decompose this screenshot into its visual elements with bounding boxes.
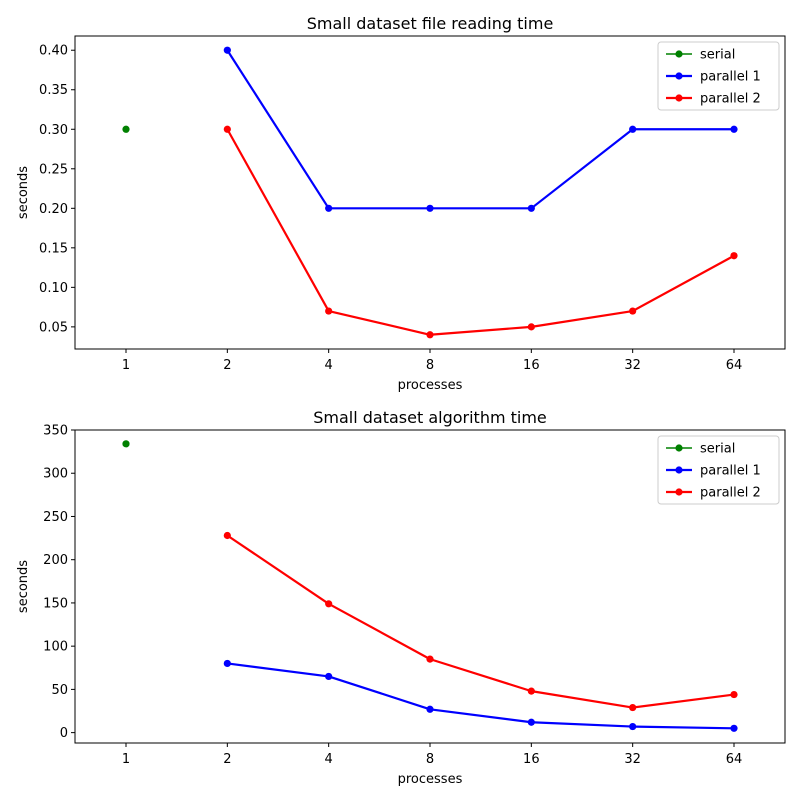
legend: serial parallel 1 parallel 2 — [657, 41, 780, 111]
data-point — [223, 125, 231, 133]
legend-label: parallel 1 — [700, 464, 761, 479]
data-point — [325, 307, 333, 315]
data-point — [629, 722, 637, 731]
data-point — [629, 703, 637, 712]
chart-1: Small dataset file reading time 1 2 4 8 16 32 6… — [16, 14, 786, 393]
y-tick-label: 0.40 — [39, 44, 68, 59]
x-tick-label: 8 — [426, 358, 434, 373]
data-point — [325, 600, 333, 608]
data-point — [730, 724, 738, 732]
y-tick-label: 0.30 — [39, 123, 68, 138]
data-point — [426, 655, 434, 663]
legend-label: parallel 1 — [700, 70, 761, 85]
y-tick-label: 50 — [51, 683, 68, 698]
y-tick-label: 200 — [43, 553, 68, 568]
data-point — [223, 531, 231, 540]
legend-label: parallel 2 — [700, 92, 761, 107]
series-line — [226, 534, 735, 709]
y-tick-label: 150 — [43, 596, 68, 611]
data-point — [325, 672, 333, 681]
data-point — [629, 307, 637, 315]
x-tick-label: 64 — [726, 358, 743, 373]
x-tick-label: 1 — [122, 752, 130, 767]
y-tick-label: 250 — [43, 510, 68, 525]
data-point — [629, 125, 637, 133]
data-point — [122, 125, 130, 133]
y-tick-label: 0.20 — [39, 202, 68, 217]
y-axis-label: seconds — [16, 560, 31, 613]
y-axis-label: seconds — [16, 166, 31, 219]
x-tick-label: 32 — [624, 752, 641, 767]
data-point — [730, 252, 738, 260]
x-axis-label: processes — [398, 378, 463, 393]
legend-swatch-marker — [675, 466, 683, 474]
y-tick-label: 0.10 — [39, 281, 68, 296]
chart-2: Small dataset algorithm time 1 2 4 8 16 32 64 0 5… — [16, 408, 786, 787]
x-axis-label: processes — [398, 772, 463, 787]
data-point — [426, 331, 434, 339]
data-point — [527, 323, 535, 331]
series-parallel-2 — [223, 531, 738, 712]
series-serial — [122, 440, 130, 448]
data-point — [223, 46, 231, 54]
x-tick-label: 64 — [726, 752, 743, 767]
legend-box — [657, 435, 780, 505]
series-parallel-1 — [223, 659, 738, 732]
data-point — [223, 659, 231, 668]
data-point — [730, 690, 738, 699]
data-point — [527, 204, 535, 212]
x-tick-label: 2 — [223, 358, 231, 373]
data-point — [122, 440, 130, 448]
x-tick-label: 1 — [122, 358, 130, 373]
data-point — [325, 204, 333, 212]
y-tick-label: 0.25 — [39, 162, 68, 177]
x-tick-label: 2 — [223, 752, 231, 767]
x-tick-label: 4 — [325, 358, 333, 373]
legend-label: serial — [700, 442, 735, 457]
data-point — [426, 705, 434, 713]
series-line — [226, 49, 734, 210]
legend-swatch-marker — [675, 488, 683, 496]
series-parallel-1 — [223, 46, 738, 212]
y-tick-label: 0.35 — [39, 83, 68, 98]
chart-title: Small dataset algorithm time — [313, 408, 547, 427]
x-tick-label: 8 — [426, 752, 434, 767]
legend-box — [657, 41, 780, 111]
y-tick-label: 350 — [43, 424, 68, 439]
series-serial — [122, 125, 130, 133]
series-line — [227, 662, 735, 730]
y-tick-label: 0.05 — [39, 320, 68, 335]
data-point — [527, 718, 535, 726]
legend: serial parallel 1 parallel 2 — [657, 435, 780, 505]
data-point — [527, 687, 535, 695]
data-point — [730, 125, 738, 133]
y-tick-label: 0 — [60, 726, 68, 741]
x-tick-label: 16 — [523, 358, 540, 373]
legend-label: serial — [700, 48, 735, 63]
legend-label: parallel 2 — [700, 486, 761, 501]
legend-swatch-marker — [675, 50, 683, 58]
x-tick-label: 32 — [624, 358, 641, 373]
data-point — [426, 204, 434, 212]
series-line — [226, 128, 735, 336]
x-tick-label: 4 — [325, 752, 333, 767]
chart-title: Small dataset file reading time — [307, 14, 554, 33]
legend-swatch-marker — [675, 72, 683, 80]
legend-swatch-marker — [675, 444, 683, 452]
y-tick-label: 300 — [43, 467, 68, 482]
x-tick-label: 16 — [523, 752, 540, 767]
y-tick-label: 100 — [43, 640, 68, 655]
legend-swatch-marker — [675, 94, 683, 102]
series-parallel-2 — [223, 125, 738, 339]
y-tick-label: 0.15 — [39, 241, 68, 256]
